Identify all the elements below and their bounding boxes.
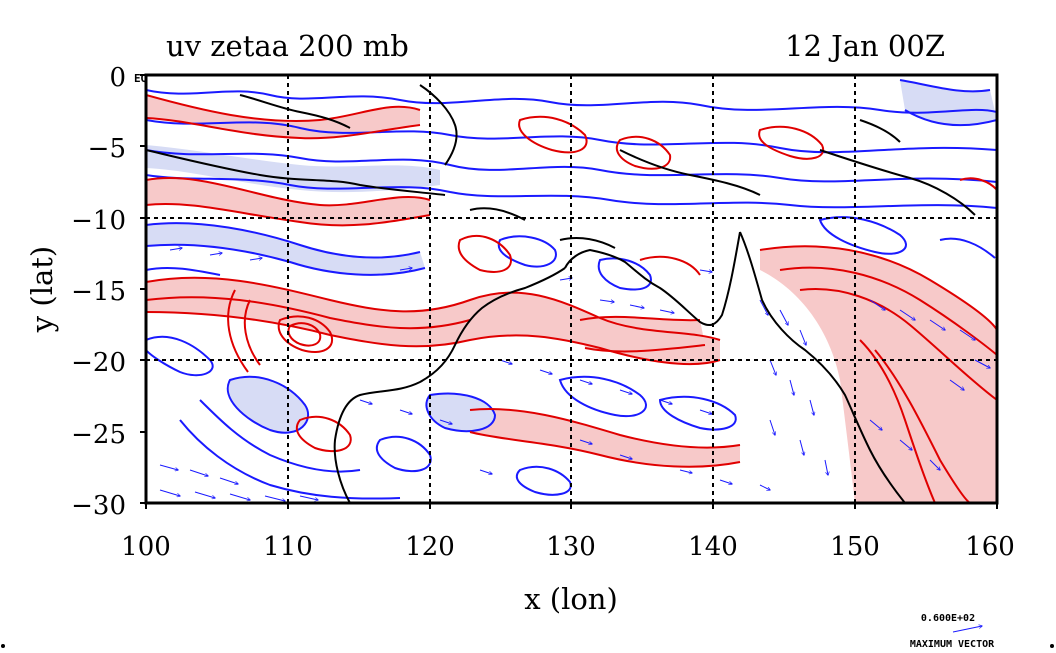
max-vector-legend: 0.600E+02 MAXIMUM VECTOR [910, 613, 995, 650]
positive-contours [146, 94, 997, 503]
y-tick-label: −20 [71, 348, 126, 378]
plot-area [146, 75, 997, 503]
max-vector-value: 0.600E+02 [921, 613, 975, 624]
coastline [146, 84, 976, 503]
wind-vectors [159, 248, 997, 501]
x-tick-label: 140 [688, 532, 738, 562]
tick-marks [140, 74, 998, 509]
y-axis-label: y (lat) [25, 246, 59, 333]
x-tick-label: 130 [546, 532, 596, 562]
y-tick-label: −25 [71, 420, 126, 450]
reference-vector-arrow [952, 626, 982, 633]
x-tick-label: 120 [405, 532, 455, 562]
corner-dot [1050, 644, 1054, 648]
time-label: 12 Jan 00Z [785, 29, 945, 63]
x-tick-label: 150 [830, 532, 880, 562]
x-tick-label: 100 [121, 532, 171, 562]
y-tick-label: 0 [109, 63, 126, 93]
corner-dot [1, 644, 5, 648]
max-vector-label: MAXIMUM VECTOR [910, 639, 995, 650]
map-grid [146, 75, 997, 503]
map-title: uv zetaa 200 mb [166, 29, 409, 63]
x-axis-label: x (lon) [524, 582, 618, 616]
y-tick-label: −10 [71, 206, 126, 236]
x-tick-label: 110 [263, 532, 313, 562]
y-tick-label: −5 [88, 134, 126, 164]
x-tick-label: 160 [965, 532, 1015, 562]
y-tick-label: −30 [71, 491, 126, 521]
equator-label: EQ [134, 72, 148, 85]
y-tick-label: −15 [71, 277, 126, 307]
negative-vorticity-fill [146, 80, 997, 433]
